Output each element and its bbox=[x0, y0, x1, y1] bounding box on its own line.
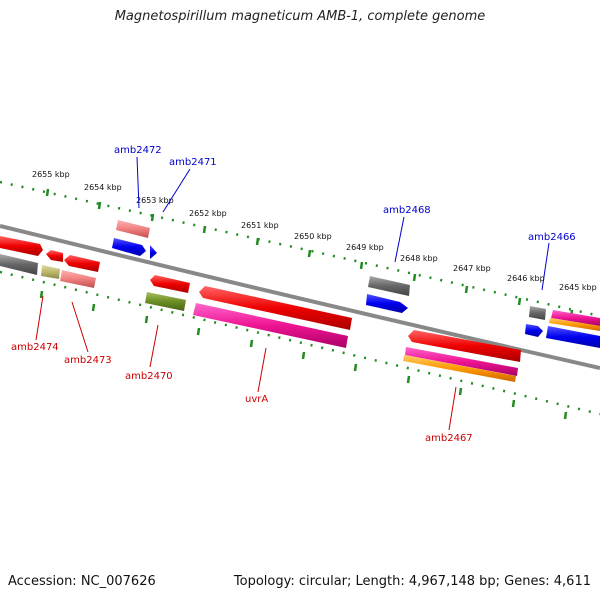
upper-scale-line bbox=[0, 180, 600, 318]
gene-amb2468[interactable] bbox=[368, 276, 410, 296]
gene-amb2467-orange[interactable] bbox=[403, 355, 516, 382]
gene-label-amb2471[interactable]: amb2471 bbox=[169, 157, 217, 168]
gene-label-amb2470[interactable]: amb2470 bbox=[125, 371, 173, 382]
accession-text: Accession: NC_007626 bbox=[8, 574, 156, 589]
gene-label-amb2473[interactable]: amb2473 bbox=[64, 355, 112, 366]
gene-features-upper bbox=[112, 220, 600, 348]
gene-amb2474[interactable] bbox=[0, 254, 38, 275]
gene-label-uvrA[interactable]: uvrA bbox=[245, 394, 268, 405]
gene-khaki[interactable] bbox=[41, 265, 60, 279]
genome-backbone bbox=[0, 224, 600, 370]
gene-label-amb2472[interactable]: amb2472 bbox=[114, 145, 162, 156]
map-title: Magnetospirillum magneticum AMB-1, compl… bbox=[114, 9, 486, 24]
scale-label: 2647 kbp bbox=[453, 264, 491, 273]
gene-long-red[interactable] bbox=[199, 286, 352, 330]
scale-label: 2655 kbp bbox=[32, 170, 70, 179]
scale-label: 2648 kbp bbox=[400, 254, 438, 263]
scale-label: 2646 kbp bbox=[507, 274, 545, 283]
gene-amb2472[interactable] bbox=[116, 220, 150, 238]
gene-amb2470-red[interactable] bbox=[150, 275, 190, 293]
gene-uvrA[interactable] bbox=[193, 303, 348, 348]
scale-label: 2650 kbp bbox=[294, 232, 332, 241]
scale-label: 2654 kbp bbox=[84, 183, 122, 192]
scale-label: 2652 kbp bbox=[189, 209, 227, 218]
gene-label-amb2466[interactable]: amb2466 bbox=[528, 232, 576, 243]
gene-amb2468-b[interactable] bbox=[366, 294, 408, 313]
gene-amb2467-red[interactable] bbox=[408, 330, 521, 362]
gene-right-blue[interactable] bbox=[546, 326, 600, 348]
scale-label: 2651 kbp bbox=[241, 221, 279, 230]
label-connectors bbox=[35, 156, 550, 431]
gene-blue-small[interactable] bbox=[525, 324, 543, 337]
gene-amb2470[interactable] bbox=[145, 292, 186, 311]
scale-label: 2649 kbp bbox=[346, 243, 384, 252]
gene-amb2466[interactable] bbox=[529, 306, 546, 320]
gene-small-red[interactable] bbox=[46, 250, 63, 262]
gene-amb2473[interactable] bbox=[60, 270, 96, 288]
scale-label: 2653 kbp bbox=[136, 196, 174, 205]
gene-label-amb2468[interactable]: amb2468 bbox=[383, 205, 431, 216]
gene-left-red[interactable] bbox=[0, 236, 43, 256]
gene-label-amb2467[interactable]: amb2467 bbox=[425, 433, 473, 444]
gene-right-magenta[interactable] bbox=[551, 310, 600, 326]
scale-label: 2645 kbp bbox=[559, 283, 597, 292]
gene-features-lower bbox=[0, 236, 521, 382]
genome-summary-text: Topology: circular; Length: 4,967,148 bp… bbox=[233, 574, 591, 589]
gene-right-orange[interactable] bbox=[549, 318, 600, 331]
lower-scale-line bbox=[0, 270, 600, 416]
gene-label-amb2474[interactable]: amb2474 bbox=[11, 342, 59, 353]
gene-small-blue[interactable] bbox=[150, 245, 157, 259]
gene-amb2473-red[interactable] bbox=[64, 255, 100, 272]
gene-amb2467[interactable] bbox=[405, 347, 518, 376]
gene-amb2471[interactable] bbox=[112, 238, 146, 256]
